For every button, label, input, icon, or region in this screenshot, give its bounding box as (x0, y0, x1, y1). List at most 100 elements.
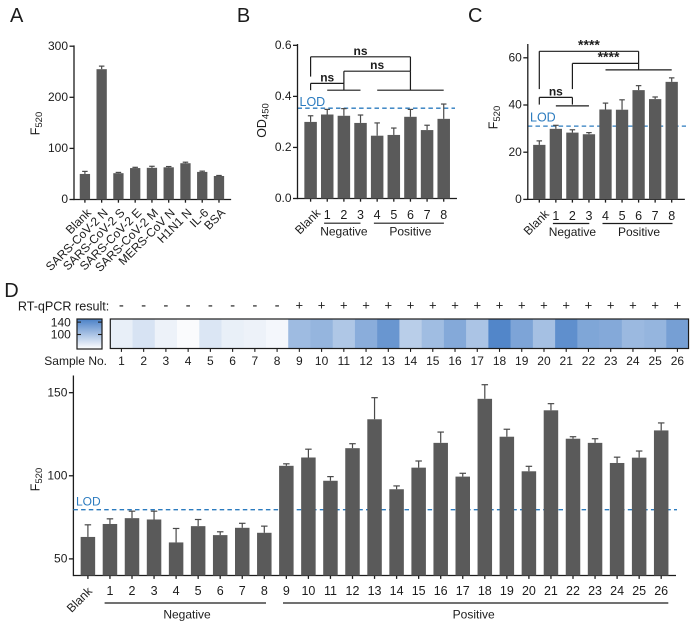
svg-text:-: - (163, 297, 168, 314)
svg-text:0.2: 0.2 (275, 140, 292, 154)
svg-text:12: 12 (346, 584, 360, 598)
svg-text:+: + (340, 298, 348, 313)
svg-text:7: 7 (239, 584, 246, 598)
svg-text:8: 8 (261, 584, 268, 598)
svg-text:10: 10 (315, 354, 329, 368)
svg-text:21: 21 (544, 584, 558, 598)
svg-text:+: + (518, 298, 526, 313)
svg-text:Positive: Positive (453, 607, 495, 621)
svg-text:Positive: Positive (389, 225, 431, 239)
svg-text:23: 23 (588, 584, 602, 598)
svg-text:+: + (407, 298, 415, 313)
svg-text:19: 19 (500, 584, 514, 598)
svg-text:ns: ns (549, 84, 563, 98)
svg-text:+: + (451, 298, 459, 313)
svg-text:LOD: LOD (530, 111, 556, 125)
svg-text:ns: ns (370, 58, 384, 72)
svg-text:-: - (119, 297, 124, 314)
svg-text:40: 40 (508, 98, 522, 112)
svg-text:Sample No.: Sample No. (44, 354, 107, 368)
svg-text:-: - (252, 297, 257, 314)
svg-text:ns: ns (354, 44, 368, 58)
svg-text:1: 1 (552, 209, 559, 223)
svg-text:A: A (10, 5, 24, 27)
svg-text:B: B (237, 5, 250, 27)
svg-text:+: + (473, 298, 481, 313)
svg-text:100: 100 (51, 328, 71, 342)
svg-text:Negative: Negative (549, 225, 597, 239)
svg-text:-: - (186, 297, 191, 314)
svg-text:-: - (230, 297, 235, 314)
svg-text:RT-qPCR result:: RT-qPCR result: (18, 300, 109, 314)
svg-text:24: 24 (610, 584, 624, 598)
svg-text:17: 17 (456, 584, 470, 598)
svg-text:13: 13 (368, 584, 382, 598)
svg-text:1: 1 (324, 208, 331, 222)
svg-text:25: 25 (632, 584, 646, 598)
svg-text:2: 2 (140, 354, 147, 368)
svg-text:300: 300 (48, 39, 68, 53)
svg-text:+: + (607, 298, 615, 313)
svg-text:Negative: Negative (320, 225, 368, 239)
svg-text:+: + (629, 298, 637, 313)
svg-text:16: 16 (434, 584, 448, 598)
svg-text:4: 4 (602, 209, 609, 223)
svg-text:26: 26 (671, 354, 685, 368)
svg-text:+: + (496, 298, 504, 313)
svg-text:18: 18 (493, 354, 507, 368)
svg-text:-: - (208, 297, 213, 314)
svg-text:+: + (362, 298, 370, 313)
svg-text:+: + (296, 298, 304, 313)
svg-text:****: **** (578, 37, 600, 53)
svg-text:C: C (468, 5, 482, 27)
svg-text:10: 10 (301, 584, 315, 598)
svg-text:19: 19 (515, 354, 529, 368)
svg-text:150: 150 (47, 385, 67, 399)
svg-text:6: 6 (407, 208, 414, 222)
svg-text:20: 20 (508, 145, 522, 159)
svg-text:24: 24 (626, 354, 640, 368)
svg-text:23: 23 (604, 354, 618, 368)
svg-text:22: 22 (566, 584, 580, 598)
svg-text:20: 20 (537, 354, 551, 368)
svg-text:0.0: 0.0 (275, 191, 292, 205)
svg-text:100: 100 (47, 468, 67, 482)
svg-text:2: 2 (129, 584, 136, 598)
svg-text:5: 5 (619, 209, 626, 223)
svg-text:+: + (562, 298, 570, 313)
svg-text:8: 8 (274, 354, 281, 368)
svg-text:6: 6 (229, 354, 236, 368)
svg-text:****: **** (598, 49, 620, 65)
svg-text:1: 1 (106, 584, 113, 598)
svg-text:50: 50 (54, 552, 68, 566)
svg-text:11: 11 (324, 584, 337, 598)
svg-text:0.4: 0.4 (275, 89, 292, 103)
svg-text:2: 2 (340, 208, 347, 222)
svg-text:9: 9 (283, 584, 290, 598)
svg-text:LOD: LOD (300, 95, 326, 109)
svg-text:6: 6 (635, 209, 642, 223)
svg-text:16: 16 (448, 354, 462, 368)
svg-text:4: 4 (173, 584, 180, 598)
svg-text:15: 15 (412, 584, 426, 598)
svg-text:21: 21 (560, 354, 574, 368)
svg-text:+: + (385, 298, 393, 313)
svg-text:0: 0 (515, 192, 522, 206)
svg-text:5: 5 (390, 208, 397, 222)
svg-text:Positive: Positive (618, 225, 660, 239)
svg-text:12: 12 (359, 354, 373, 368)
svg-text:+: + (540, 298, 548, 313)
svg-text:0: 0 (61, 192, 68, 206)
svg-text:100: 100 (48, 141, 68, 155)
svg-text:+: + (651, 298, 659, 313)
svg-text:-: - (141, 297, 146, 314)
svg-text:20: 20 (522, 584, 536, 598)
svg-text:8: 8 (440, 208, 447, 222)
svg-text:5: 5 (207, 354, 214, 368)
svg-text:7: 7 (424, 208, 431, 222)
svg-text:2: 2 (569, 209, 576, 223)
svg-text:4: 4 (374, 208, 381, 222)
svg-text:25: 25 (649, 354, 663, 368)
svg-text:15: 15 (426, 354, 440, 368)
svg-text:5: 5 (195, 584, 202, 598)
